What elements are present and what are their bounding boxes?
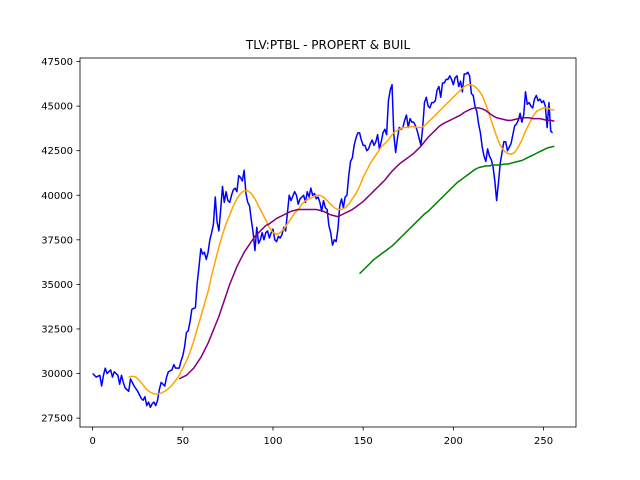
x-tick-label: 150 — [354, 436, 373, 447]
series-line-1 — [92, 71, 554, 409]
y-axis: 27500 30000 32500 35000 37500 40000 42500 45000… — [41, 57, 80, 425]
y-tick-label: 32500 — [41, 324, 73, 335]
x-axis: 0 50 100 150 200 250 — [89, 427, 553, 447]
axes-frame — [79, 57, 577, 428]
y-tick-label: 47500 — [41, 57, 73, 68]
y-tick-label: 45000 — [41, 102, 73, 113]
plot-area — [79, 57, 577, 428]
y-tick-label: 30000 — [41, 369, 73, 380]
x-tick-label: 100 — [263, 436, 282, 447]
series-line-4 — [359, 145, 555, 275]
y-tick-label: 35000 — [41, 280, 73, 291]
y-tick-label: 37500 — [41, 235, 73, 246]
series-layer — [92, 71, 555, 409]
x-tick-label: 50 — [176, 436, 189, 447]
y-tick-label: 42500 — [41, 146, 73, 157]
x-tick-label: 200 — [444, 436, 463, 447]
series-line-2 — [128, 83, 555, 395]
y-tick-label: 40000 — [41, 191, 73, 202]
series-line-3 — [178, 107, 555, 380]
y-tick-label: 27500 — [41, 414, 73, 425]
x-tick-label: 250 — [534, 436, 553, 447]
x-tick-label: 0 — [89, 436, 95, 447]
chart-title: TLV:PTBL - PROPERT & BUIL — [245, 38, 411, 52]
